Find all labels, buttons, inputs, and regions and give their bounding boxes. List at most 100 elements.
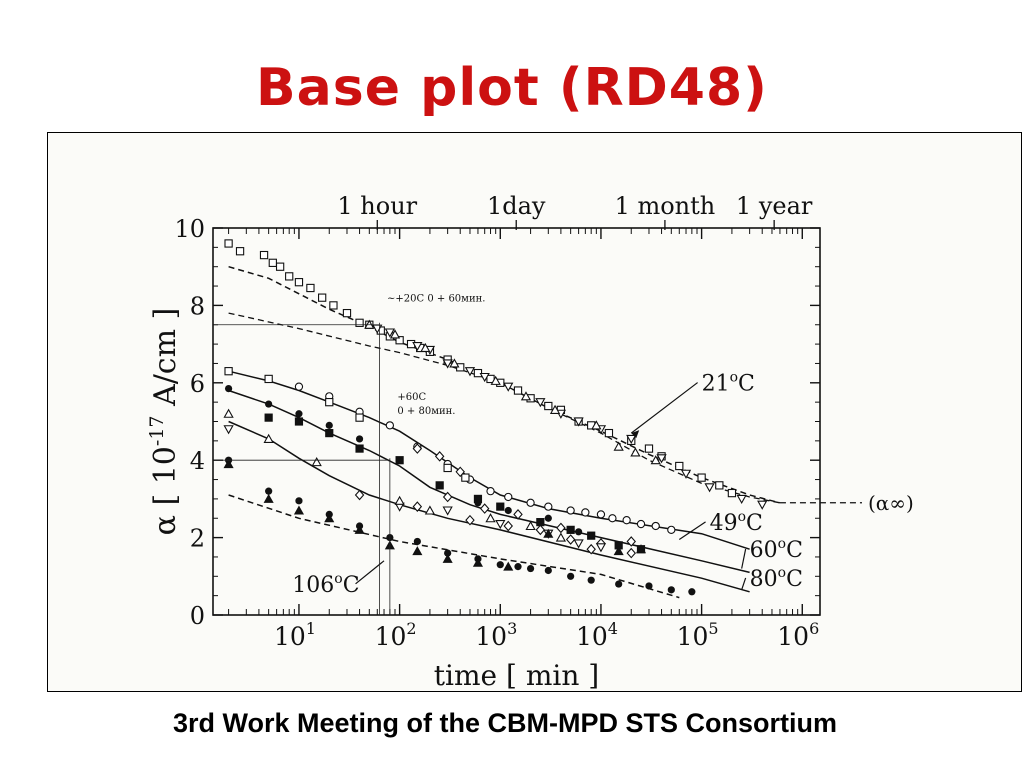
diamond-marker — [626, 536, 636, 547]
series-curve — [228, 389, 750, 574]
solid-circle-marker — [544, 514, 552, 522]
down-triangle-marker — [503, 382, 514, 392]
solid-triangle-marker — [263, 493, 274, 503]
square-marker — [715, 481, 724, 490]
series-leader-arrow — [631, 430, 640, 439]
series-label: 49oC — [710, 509, 763, 536]
top-axis-label: 1 year — [736, 192, 813, 220]
square-marker — [318, 293, 327, 302]
annotation-text: ~+20С 0 + 60мин. — [387, 294, 485, 305]
solid-square-marker — [435, 481, 444, 490]
down-triangle-marker — [626, 434, 637, 445]
down-triangle-marker — [442, 359, 453, 369]
solid-circle-marker — [496, 561, 504, 569]
solid-triangle-marker — [613, 546, 624, 556]
slide-title: Base plot (RD48) — [256, 58, 768, 118]
down-triangle-marker — [573, 539, 584, 549]
down-triangle-marker — [535, 398, 546, 408]
y-tick-label: 0 — [190, 602, 205, 630]
square-marker — [329, 301, 338, 310]
down-triangle-marker — [479, 372, 490, 383]
circle-marker — [544, 502, 553, 511]
top-axis-label: 1day — [487, 192, 546, 220]
series-fit-line — [228, 312, 781, 504]
x-axis-label: time [ min ] — [434, 659, 599, 691]
square-marker — [697, 473, 706, 482]
up-triangle-marker — [630, 447, 641, 457]
series-leader-line — [630, 382, 698, 434]
alpha-infinity-label: (α∞) — [868, 491, 914, 515]
down-triangle-marker — [442, 506, 453, 516]
solid-triangle-marker — [503, 561, 514, 571]
diamond-marker — [513, 509, 523, 520]
square-marker — [461, 473, 470, 482]
square-marker — [355, 413, 364, 422]
diamond-marker — [455, 466, 465, 478]
square-marker — [325, 397, 334, 407]
circle-marker — [608, 514, 617, 523]
down-triangle-marker — [595, 543, 607, 553]
solid-triangle-marker — [442, 553, 453, 563]
solid-circle-marker — [544, 566, 552, 575]
series-leader-line — [741, 548, 747, 569]
solid-square-marker — [355, 444, 364, 453]
solid-square-marker — [325, 429, 334, 438]
solid-circle-marker — [265, 487, 273, 495]
square-marker — [264, 374, 273, 384]
solid-circle-marker — [514, 563, 522, 571]
x-tick-label: 103 — [475, 619, 517, 651]
y-tick-label: 8 — [190, 292, 205, 320]
solid-triangle-marker — [635, 544, 647, 554]
down-triangle-marker — [573, 417, 584, 427]
solid-circle-marker — [575, 528, 583, 536]
down-triangle-marker — [680, 469, 692, 479]
annotation-text: 0 + 80мин. — [397, 406, 455, 417]
up-triangle-marker — [449, 358, 460, 368]
diamond-marker — [556, 522, 566, 534]
square-marker — [355, 318, 364, 327]
square-marker — [342, 308, 352, 318]
square-marker — [675, 461, 684, 471]
x-tick-label: 106 — [777, 619, 819, 651]
diamond-marker — [434, 451, 445, 462]
solid-square-marker — [395, 456, 404, 465]
solid-circle-marker — [667, 586, 675, 594]
solid-circle-marker — [444, 549, 452, 557]
solid-triangle-marker — [223, 459, 234, 469]
solid-circle-marker — [224, 385, 233, 393]
up-triangle-marker — [394, 495, 405, 505]
diamond-marker — [354, 489, 365, 501]
series-curve — [228, 420, 750, 593]
solid-square-marker — [264, 413, 273, 422]
up-triangle-marker — [520, 391, 532, 401]
diamond-marker — [586, 543, 596, 555]
square-marker — [544, 401, 553, 411]
circle-marker — [596, 510, 606, 519]
solid-square-marker — [294, 417, 304, 426]
square-marker — [224, 239, 233, 248]
solid-circle-marker — [413, 537, 421, 546]
square-marker — [513, 386, 523, 395]
series-label: 80oC — [750, 565, 803, 592]
solid-triangle-marker — [412, 546, 423, 556]
up-triangle-marker — [424, 505, 436, 515]
chart: 0 2 4 6 8 10 101 102 103 104 105 106 1 hour 1day 1 mon… — [146, 192, 914, 691]
up-triangle-marker — [223, 408, 234, 418]
square-marker — [604, 428, 614, 438]
square-marker — [395, 336, 404, 345]
y-tick-label: 4 — [190, 447, 205, 475]
x-tick-label: 101 — [274, 619, 316, 651]
square-marker — [275, 262, 285, 271]
square-marker — [644, 444, 654, 453]
solid-square-marker — [587, 531, 596, 540]
up-triangle-marker — [555, 532, 567, 542]
solid-circle-marker — [325, 421, 333, 429]
solid-circle-marker — [355, 435, 364, 443]
footer-text: 3rd Work Meeting of the CBM-MPD STS Cons… — [172, 708, 837, 738]
up-triangle-marker — [549, 404, 561, 414]
series-label: 60oC — [750, 536, 803, 563]
solid-circle-marker — [265, 400, 273, 408]
diamond-marker — [412, 443, 423, 454]
annotation-text: +60С — [397, 392, 426, 403]
solid-circle-marker — [645, 582, 653, 590]
